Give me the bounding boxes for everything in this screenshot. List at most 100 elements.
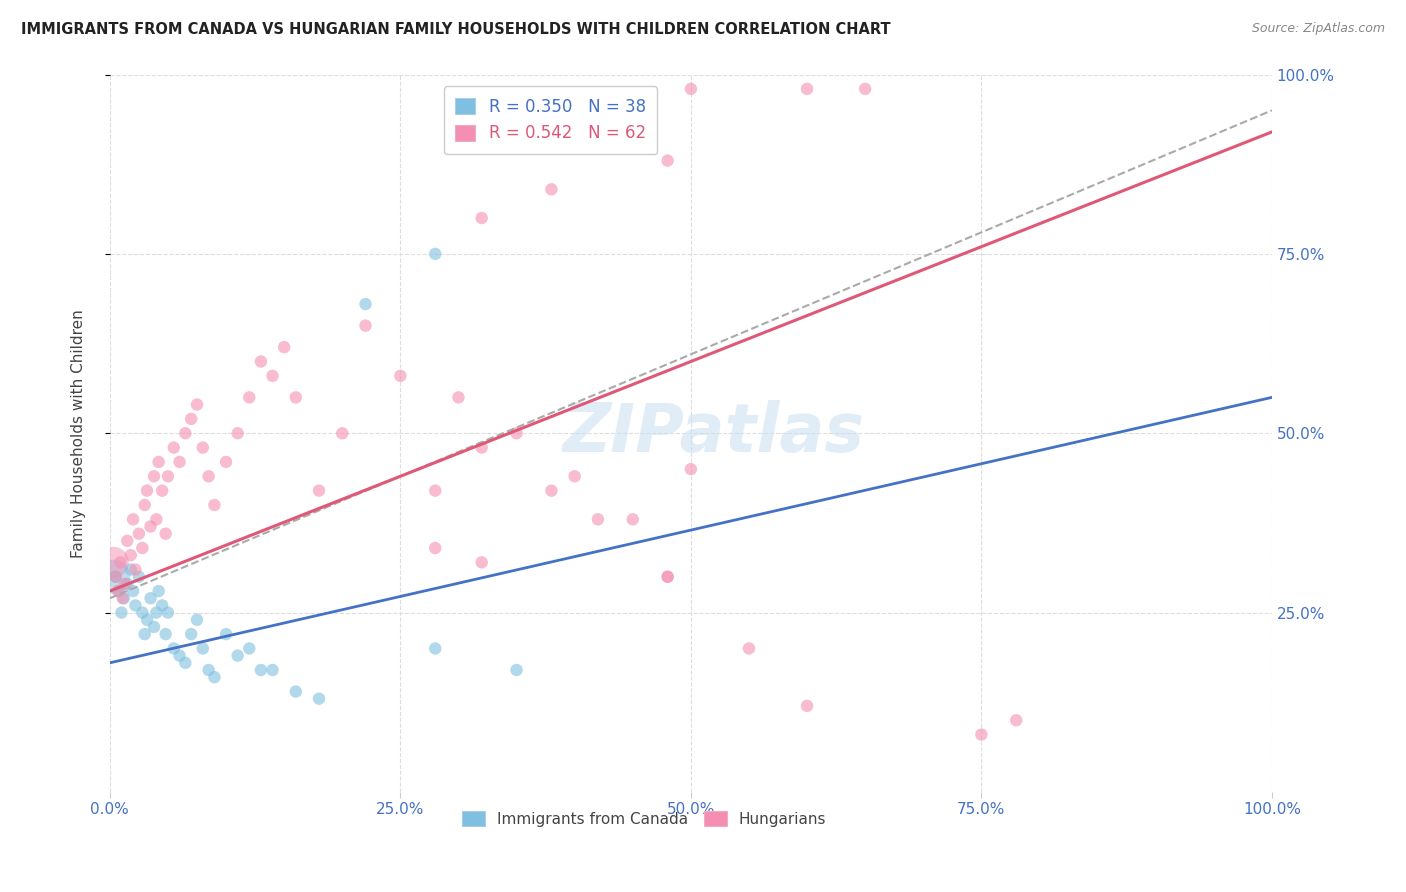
Y-axis label: Family Households with Children: Family Households with Children <box>72 309 86 558</box>
Point <box>155 526 177 541</box>
Point <box>564 469 586 483</box>
Point <box>134 498 156 512</box>
Point <box>145 606 167 620</box>
Point <box>163 641 186 656</box>
Point <box>150 483 173 498</box>
Point <box>389 368 412 383</box>
Point <box>143 620 166 634</box>
Point <box>238 641 260 656</box>
Point <box>124 599 146 613</box>
Point <box>197 469 219 483</box>
Point <box>110 555 132 569</box>
Point <box>471 555 494 569</box>
Point <box>308 483 330 498</box>
Point <box>114 577 136 591</box>
Point <box>204 498 226 512</box>
Point <box>124 563 146 577</box>
Point <box>284 684 307 698</box>
Point <box>139 519 162 533</box>
Point <box>186 613 208 627</box>
Point <box>657 570 679 584</box>
Point <box>505 426 527 441</box>
Text: Source: ZipAtlas.com: Source: ZipAtlas.com <box>1251 22 1385 36</box>
Point <box>471 211 494 225</box>
Point <box>197 663 219 677</box>
Point <box>226 648 249 663</box>
Point <box>970 728 993 742</box>
Point <box>657 153 679 168</box>
Point <box>540 182 562 196</box>
Point <box>148 584 170 599</box>
Point <box>853 82 876 96</box>
Point <box>139 591 162 606</box>
Point <box>471 441 494 455</box>
Point <box>104 570 127 584</box>
Point <box>238 390 260 404</box>
Point <box>136 613 159 627</box>
Point <box>174 656 197 670</box>
Point <box>103 555 125 569</box>
Point <box>111 591 134 606</box>
Point <box>128 526 150 541</box>
Point <box>117 533 139 548</box>
Point <box>679 82 702 96</box>
Point <box>155 627 177 641</box>
Point <box>169 455 191 469</box>
Point <box>425 541 447 555</box>
Point <box>122 584 145 599</box>
Point <box>215 627 238 641</box>
Point <box>180 627 202 641</box>
Point <box>425 641 447 656</box>
Point <box>586 512 609 526</box>
Point <box>273 340 295 354</box>
Point <box>425 247 447 261</box>
Point <box>131 541 153 555</box>
Point <box>103 570 125 584</box>
Point <box>262 368 284 383</box>
Point <box>163 441 186 455</box>
Point <box>122 512 145 526</box>
Point <box>540 483 562 498</box>
Point <box>204 670 226 684</box>
Point <box>143 469 166 483</box>
Point <box>180 412 202 426</box>
Point <box>117 577 139 591</box>
Point <box>131 606 153 620</box>
Point <box>148 455 170 469</box>
Point <box>308 691 330 706</box>
Legend: Immigrants from Canada, Hungarians: Immigrants from Canada, Hungarians <box>454 804 834 835</box>
Point <box>262 663 284 677</box>
Point <box>120 548 142 562</box>
Point <box>657 570 679 584</box>
Point <box>796 82 818 96</box>
Point <box>156 606 179 620</box>
Point <box>120 563 142 577</box>
Point <box>226 426 249 441</box>
Point <box>505 663 527 677</box>
Text: IMMIGRANTS FROM CANADA VS HUNGARIAN FAMILY HOUSEHOLDS WITH CHILDREN CORRELATION : IMMIGRANTS FROM CANADA VS HUNGARIAN FAMI… <box>21 22 891 37</box>
Point <box>156 469 179 483</box>
Point <box>104 570 127 584</box>
Point <box>215 455 238 469</box>
Point <box>110 606 132 620</box>
Point <box>796 698 818 713</box>
Point <box>284 390 307 404</box>
Point <box>136 483 159 498</box>
Point <box>425 483 447 498</box>
Point <box>174 426 197 441</box>
Point <box>738 641 761 656</box>
Point <box>191 441 214 455</box>
Point <box>108 584 131 599</box>
Point <box>128 570 150 584</box>
Point <box>447 390 470 404</box>
Text: ZIPatlas: ZIPatlas <box>564 401 865 467</box>
Point <box>107 584 129 599</box>
Point <box>250 663 273 677</box>
Point <box>330 426 353 441</box>
Point <box>150 599 173 613</box>
Point <box>250 354 273 368</box>
Point <box>354 297 377 311</box>
Point <box>145 512 167 526</box>
Point <box>112 591 135 606</box>
Point <box>134 627 156 641</box>
